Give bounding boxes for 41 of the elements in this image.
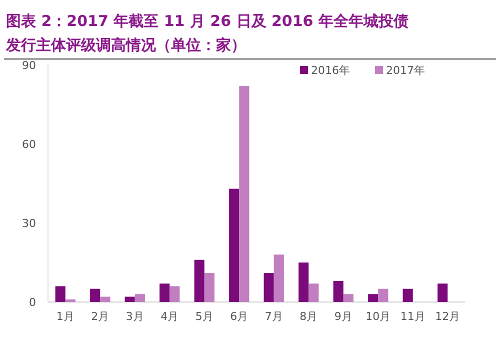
bar [134, 294, 145, 302]
bar [160, 284, 170, 302]
x-tick-label: 2月 [91, 310, 110, 323]
bar [194, 260, 204, 302]
bar [378, 288, 388, 302]
bar [239, 86, 250, 302]
bar [100, 296, 110, 302]
x-tick-label: 12月 [435, 310, 460, 323]
x-tick-label: 7月 [264, 310, 283, 323]
x-tick-label: 10月 [366, 310, 391, 323]
x-tick-label: 8月 [300, 310, 318, 323]
x-tick-label: 3月 [126, 310, 144, 323]
bar [333, 280, 344, 302]
y-tick-label: 30 [22, 217, 36, 230]
bar [65, 299, 76, 302]
legend-label: 2016年 [311, 64, 350, 77]
bar [343, 294, 354, 302]
bar [264, 273, 274, 302]
bar [368, 294, 378, 302]
bar [229, 188, 240, 302]
bar [124, 296, 135, 302]
bar [274, 254, 284, 302]
x-tick-label: 1月 [56, 310, 74, 323]
y-tick-label: 0 [29, 296, 36, 309]
bar [308, 284, 319, 302]
x-tick-label: 4月 [160, 310, 179, 323]
bar [170, 286, 180, 302]
bar [438, 284, 448, 302]
x-tick-label: 6月 [230, 310, 248, 323]
title: 图表 2：2017 年截至 11 月 26 日及 2016 年全年城投债发行主体评级调高情况（单位：家） [6, 12, 408, 54]
x-tick-label: 9月 [334, 310, 352, 323]
legend-label: 2017年 [386, 64, 425, 77]
y-tick-label: 60 [22, 138, 36, 151]
bar [55, 286, 66, 302]
x-tick-label: 5月 [195, 310, 214, 323]
y-tick-label: 90 [22, 59, 36, 72]
bar [402, 288, 413, 302]
bar [298, 262, 309, 302]
bar [90, 288, 100, 302]
bar [204, 273, 214, 302]
x-tick-label: 11月 [400, 310, 426, 323]
